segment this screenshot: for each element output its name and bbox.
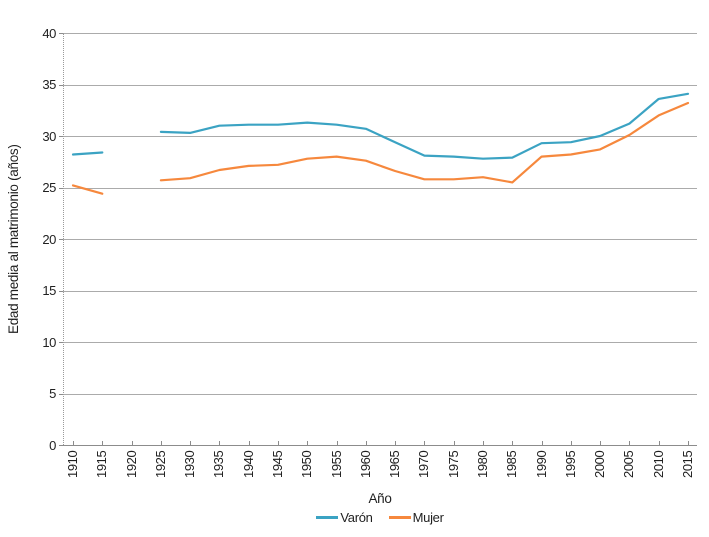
x-tick-label: 1995: [562, 451, 578, 479]
x-tick-label: 1980: [475, 451, 490, 479]
legend-item: Varón: [316, 510, 373, 525]
gridline: [63, 187, 697, 189]
y-tick-label: 10: [42, 334, 56, 350]
y-tick-label: 25: [42, 180, 56, 195]
y-tick-label: 5: [49, 386, 56, 401]
x-tick: [453, 441, 455, 445]
x-tick: [248, 441, 250, 445]
x-tick: [395, 441, 397, 445]
x-tick-label: 1945: [270, 451, 285, 479]
x-tick-label: 1920: [123, 451, 139, 479]
legend-swatch: [388, 516, 411, 519]
y-tick-label: 40: [42, 25, 56, 41]
gridline: [63, 393, 697, 395]
x-tick: [365, 441, 367, 445]
x-tick-label: 1915: [94, 451, 110, 479]
y-tick: [59, 290, 63, 292]
legend-label: Mujer: [412, 510, 444, 525]
y-tick-label: 35: [42, 77, 56, 92]
gridline: [63, 84, 697, 86]
x-tick-label: 2000: [592, 451, 608, 479]
y-axis: [63, 33, 64, 445]
x-tick-label: 2010: [650, 451, 666, 479]
y-tick-label: 30: [42, 128, 56, 144]
x-tick: [483, 441, 484, 445]
gridline: [63, 136, 697, 137]
x-tick: [512, 441, 514, 445]
x-tick: [688, 441, 689, 445]
y-tick: [59, 84, 63, 86]
y-tick: [59, 342, 63, 343]
x-tick-label: 2005: [621, 451, 637, 479]
y-tick-label: 20: [42, 231, 56, 247]
x-axis: [63, 445, 697, 446]
x-tick-label: 1910: [65, 451, 80, 479]
y-tick: [59, 393, 63, 395]
legend-item: Mujer: [388, 510, 444, 525]
x-tick: [570, 441, 572, 445]
legend-swatch: [316, 516, 339, 519]
x-tick-label: 1990: [533, 451, 549, 479]
x-tick: [307, 441, 309, 445]
legend: Varón Mujer: [63, 510, 697, 525]
x-tick: [629, 441, 631, 445]
series-line-mujer: [159, 101, 690, 184]
gridline: [63, 290, 697, 292]
y-tick: [59, 33, 63, 34]
x-tick: [278, 441, 279, 445]
y-tick: [59, 136, 63, 137]
x-tick-label: 1970: [416, 451, 432, 479]
x-tick: [600, 441, 602, 445]
x-tick: [424, 441, 426, 445]
x-tick-label: 1965: [387, 451, 403, 479]
x-tick-label: 1985: [504, 451, 520, 479]
y-tick-label: 0: [49, 437, 56, 453]
y-tick: [59, 239, 63, 240]
y-tick: [59, 445, 63, 446]
series-line-varn: [71, 151, 104, 156]
x-tick: [131, 441, 133, 445]
legend-label: Varón: [340, 510, 373, 525]
x-tick-label: 1975: [445, 451, 461, 479]
y-tick: [59, 187, 63, 189]
x-axis-title: Año: [368, 491, 392, 506]
x-tick-label: 1930: [182, 451, 198, 479]
x-tick: [336, 441, 338, 445]
x-tick-label: 1935: [211, 451, 227, 479]
x-tick: [541, 441, 543, 445]
x-tick-label: 2015: [680, 451, 695, 479]
x-tick-label: 1950: [299, 451, 315, 479]
x-tick: [219, 441, 221, 445]
series-line-varn: [159, 92, 690, 160]
x-tick-label: 1960: [357, 451, 373, 479]
x-tick: [190, 441, 192, 445]
y-axis-title: Edad media al matrimonio (años): [6, 144, 21, 334]
gridline: [63, 33, 697, 34]
gridline: [63, 342, 697, 343]
plot-area: [71, 92, 690, 195]
x-tick: [658, 441, 660, 445]
series-line-mujer: [71, 184, 104, 195]
x-tick-label: 1925: [152, 451, 168, 479]
x-tick-label: 1940: [240, 451, 256, 479]
gridline: [63, 239, 697, 240]
x-tick: [102, 441, 104, 445]
x-tick-label: 1955: [328, 451, 344, 479]
y-tick-label: 15: [42, 283, 56, 298]
x-tick: [73, 441, 74, 445]
x-tick: [160, 441, 162, 445]
